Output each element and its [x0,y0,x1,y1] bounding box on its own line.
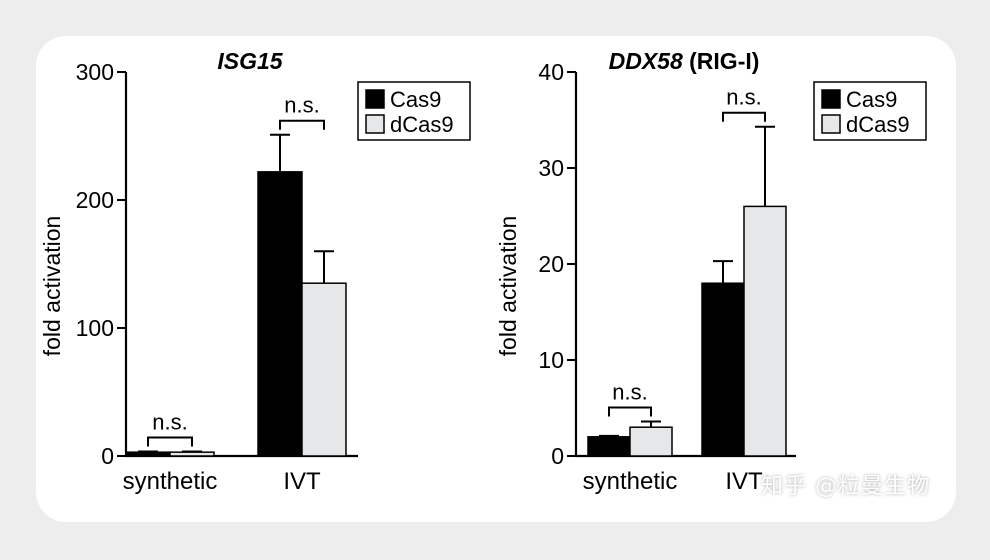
significance-bracket [279,119,325,130]
bar-cas9-ivt [701,282,745,457]
y-tick-label: 300 [76,59,114,85]
x-tick-label: synthetic [583,468,678,495]
x-tick-label: IVT [725,468,763,495]
legend-swatch-cas9 [821,89,841,109]
chart-title-gene: DDX58 [609,48,683,74]
chart-title: DDX58 (RIG-I) [609,48,760,74]
y-tick-label: 30 [538,155,564,181]
legend-swatch-dcas9 [365,114,385,134]
bar-dcas9-ivt [743,205,787,457]
bar-dcas9-ivt [301,282,347,457]
bar-dcas9-synthetic [169,451,215,457]
y-tick-label: 20 [538,251,564,277]
y-axis-label: fold activation [495,216,521,357]
significance-bracket [722,111,766,122]
chart-title-gene: ISG15 [217,48,283,74]
y-tick-label: 40 [538,59,564,85]
figure-card: 0 100 200 300 fold activation ISG15 synthetic I… [36,36,956,522]
bar-cas9-ivt [257,171,303,457]
y-tick-label: 10 [538,347,564,373]
chart-title: ISG15 [217,48,283,74]
y-tick-label: 0 [101,443,114,469]
y-tick-label: 200 [76,187,114,213]
significance-label: n.s. [726,85,761,110]
legend-swatch-dcas9 [821,114,841,134]
bar-dcas9-synthetic [629,426,673,457]
legend-label-cas9: Cas9 [390,87,441,112]
bar-cas9-synthetic [587,436,631,457]
y-tick-label: 100 [76,315,114,341]
significance-label: n.s. [152,410,187,435]
significance-bracket [147,436,193,447]
legend-label-dcas9: dCas9 [846,112,910,137]
significance-label: n.s. [612,379,647,404]
legend-swatch-cas9 [365,89,385,109]
x-tick-label: synthetic [123,468,218,495]
significance-bracket [608,406,652,417]
chart-title-suffix: (RIG-I) [683,48,760,74]
watermark-text: 知乎 @粒曼生物 [761,474,930,499]
y-axis-label: fold activation [39,216,65,357]
legend-label-dcas9: dCas9 [390,112,454,137]
significance-label: n.s. [284,93,319,118]
bar-cas9-synthetic [125,451,171,457]
x-tick-label: IVT [283,468,321,495]
y-tick-label: 0 [551,443,564,469]
legend-label-cas9: Cas9 [846,87,897,112]
